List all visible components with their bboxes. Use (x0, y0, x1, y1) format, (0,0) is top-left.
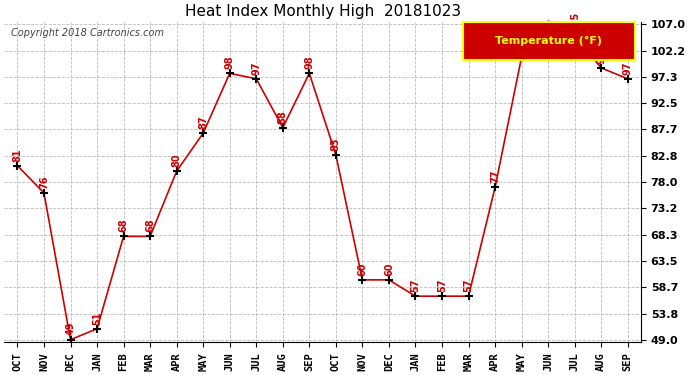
Text: 105: 105 (570, 11, 580, 31)
Text: 99: 99 (596, 50, 607, 64)
Text: 68: 68 (145, 219, 155, 232)
Text: 57: 57 (437, 279, 447, 292)
Text: 60: 60 (357, 262, 367, 276)
Text: 97: 97 (622, 61, 633, 75)
Text: 104: 104 (543, 16, 553, 37)
Text: 98: 98 (304, 56, 315, 69)
Text: 77: 77 (490, 170, 500, 183)
Text: 97: 97 (251, 61, 262, 75)
Text: 68: 68 (119, 219, 128, 232)
Text: 57: 57 (411, 279, 420, 292)
Text: 88: 88 (278, 110, 288, 123)
Text: 60: 60 (384, 262, 394, 276)
Text: 76: 76 (39, 175, 49, 189)
Text: 101: 101 (517, 33, 526, 53)
Text: 51: 51 (92, 311, 102, 325)
Title: Heat Index Monthly High  20181023: Heat Index Monthly High 20181023 (184, 4, 461, 19)
Text: 98: 98 (225, 56, 235, 69)
Text: Copyright 2018 Cartronics.com: Copyright 2018 Cartronics.com (10, 28, 164, 38)
Text: 57: 57 (464, 279, 473, 292)
Text: 83: 83 (331, 137, 341, 151)
Text: 49: 49 (66, 322, 75, 336)
Text: 81: 81 (12, 148, 23, 162)
Text: 80: 80 (172, 153, 181, 167)
Text: 87: 87 (198, 116, 208, 129)
